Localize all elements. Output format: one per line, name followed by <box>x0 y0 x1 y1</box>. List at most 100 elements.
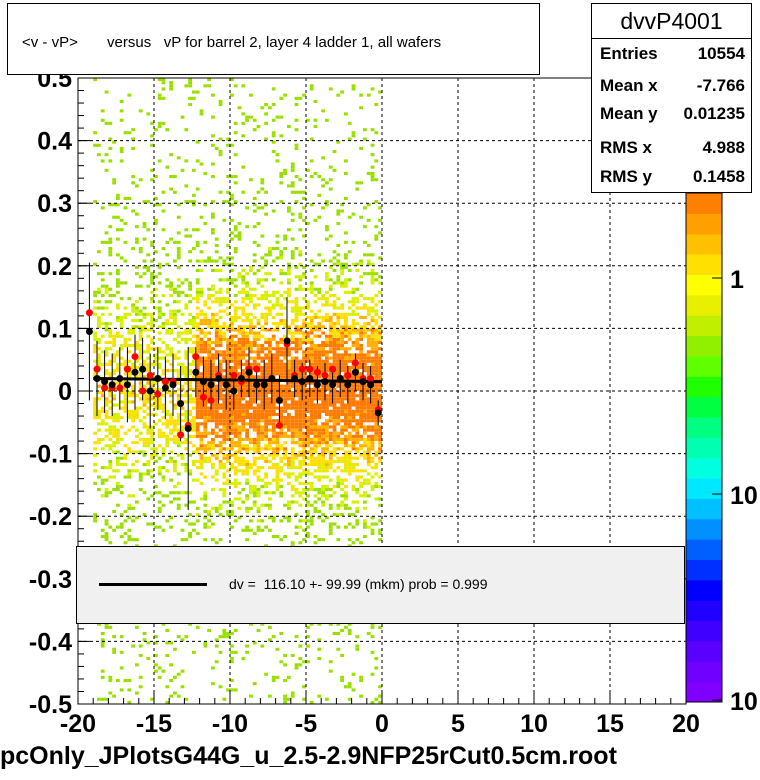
heatmap-cell <box>119 463 124 467</box>
heatmap-cell <box>157 466 162 470</box>
heatmap-cell <box>275 115 280 119</box>
palette-swatch <box>686 640 722 662</box>
heatmap-cell <box>344 463 348 467</box>
heatmap-cell <box>328 375 333 379</box>
heatmap-cell <box>226 344 230 348</box>
heatmap-cell <box>93 334 97 338</box>
heatmap-cell <box>150 447 154 451</box>
heatmap-cell <box>336 391 341 395</box>
heatmap-cell <box>157 406 162 410</box>
heatmap-cell <box>268 447 272 451</box>
heatmap-cell <box>340 359 344 363</box>
heatmap-cell <box>104 240 109 244</box>
heatmap-cell <box>306 525 310 529</box>
heatmap-cell <box>214 416 219 420</box>
heatmap-cell <box>347 697 352 701</box>
heatmap-cell <box>306 222 310 226</box>
heatmap-cell <box>203 362 208 366</box>
heatmap-cell <box>374 362 379 366</box>
heatmap-cell <box>351 412 356 416</box>
heatmap-cell <box>287 331 291 335</box>
heatmap-cell <box>313 347 318 351</box>
heatmap-cell <box>176 284 181 288</box>
heatmap-cell <box>127 350 132 354</box>
heatmap-cell <box>237 340 242 344</box>
heatmap-cell <box>355 437 360 441</box>
heatmap-cell <box>230 513 234 517</box>
heatmap-cell <box>359 675 363 679</box>
heatmap-cell <box>203 240 208 244</box>
heatmap-cell <box>176 394 181 398</box>
heatmap-cell <box>161 190 166 194</box>
heatmap-cell <box>317 325 322 329</box>
heatmap-cell <box>230 632 234 636</box>
heatmap-cell <box>355 297 360 301</box>
heatmap-cell <box>264 425 268 429</box>
heatmap-cell <box>374 225 379 229</box>
heatmap-cell <box>161 394 166 398</box>
heatmap-cell <box>249 622 253 626</box>
heatmap-cell <box>298 372 303 376</box>
heatmap-cell <box>374 375 379 379</box>
heatmap-cell <box>245 334 249 338</box>
heatmap-cell <box>112 441 116 445</box>
heatmap-cell <box>264 672 268 676</box>
heatmap-cell <box>313 506 318 510</box>
heatmap-cell <box>370 362 375 366</box>
heatmap-cell <box>366 306 371 310</box>
palette-swatch <box>686 193 722 214</box>
heatmap-cell <box>108 444 113 448</box>
heatmap-cell <box>374 356 379 360</box>
heatmap-cell <box>275 647 280 651</box>
heatmap-cell <box>188 513 192 517</box>
heatmap-cell <box>256 441 261 445</box>
heatmap-cell <box>302 528 306 532</box>
heatmap-cell <box>264 353 268 357</box>
heatmap-cell <box>195 406 200 410</box>
heatmap-cell <box>116 315 120 319</box>
heatmap-cell <box>359 362 363 366</box>
heatmap-cell <box>241 422 246 426</box>
heatmap-cell <box>321 488 325 492</box>
heatmap-cell <box>290 391 295 395</box>
heatmap-cell <box>245 391 249 395</box>
heatmap-cell <box>344 240 348 244</box>
heatmap-cell <box>176 203 181 207</box>
heatmap-cell <box>347 278 352 282</box>
heatmap-cell <box>108 347 113 351</box>
heatmap-cell <box>184 350 189 354</box>
heatmap-cell <box>180 337 185 341</box>
heatmap-cell <box>313 459 318 463</box>
heatmap-cell <box>256 334 261 338</box>
heatmap-cell <box>97 622 101 626</box>
heatmap-cell <box>176 387 181 391</box>
heatmap-cell <box>294 303 299 307</box>
heatmap-cell <box>378 625 382 629</box>
heatmap-cell <box>351 131 356 135</box>
heatmap-cell <box>180 290 185 294</box>
heatmap-cell <box>298 466 303 470</box>
heatmap-cell <box>306 387 310 391</box>
heatmap-cell <box>123 403 128 407</box>
heatmap-cell <box>363 481 367 485</box>
heatmap-cell <box>306 406 310 410</box>
heatmap-cell <box>268 272 272 276</box>
heatmap-cell <box>260 394 265 398</box>
heatmap-cell <box>332 262 337 266</box>
heatmap-cell <box>211 403 215 407</box>
heatmap-cell <box>325 353 329 357</box>
heatmap-cell <box>260 328 265 332</box>
heatmap-cell <box>351 297 356 301</box>
heatmap-cell <box>302 463 306 467</box>
heatmap-cell <box>135 265 139 269</box>
heatmap-cell <box>203 412 208 416</box>
heatmap-cell <box>325 319 329 323</box>
heatmap-cell <box>222 297 227 301</box>
heatmap-cell <box>233 422 238 426</box>
heatmap-cell <box>154 491 158 495</box>
heatmap-cell <box>256 447 261 451</box>
heatmap-cell <box>230 500 234 504</box>
heatmap-cell <box>211 416 215 420</box>
heatmap-cell <box>108 466 113 470</box>
heatmap-cell <box>237 272 242 276</box>
